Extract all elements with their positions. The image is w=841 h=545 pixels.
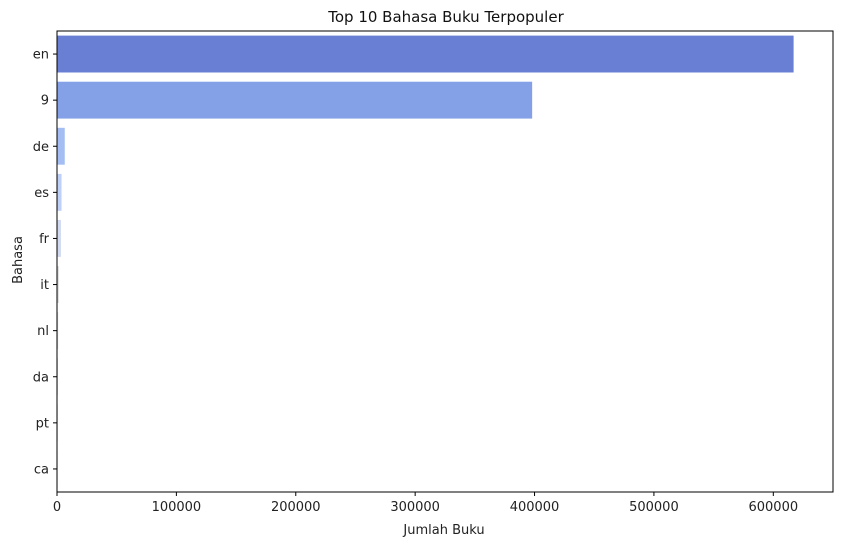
y-tick-label: en [33, 48, 49, 63]
y-tick-label: ca [34, 462, 49, 477]
bar-de [57, 127, 65, 165]
y-axis-title: Bahasa [11, 236, 26, 284]
x-tick-label: 600000 [748, 500, 798, 515]
bar-en [57, 35, 794, 73]
x-axis-title: Jumlah Buku [402, 523, 484, 538]
x-tick-label: 500000 [629, 500, 679, 515]
y-tick-label: es [34, 186, 49, 201]
bar-fr [57, 220, 61, 257]
x-tick-label: 200000 [271, 500, 321, 515]
bar-9 [57, 81, 533, 119]
x-tick-label: 300000 [390, 500, 440, 515]
bar-nl [57, 312, 59, 350]
bar-es [57, 173, 62, 211]
y-tick-label: 9 [41, 94, 49, 109]
plot-frame [56, 30, 834, 493]
x-tick-label: 100000 [152, 500, 202, 515]
y-tick-label: da [33, 370, 49, 385]
x-tick-label: 0 [53, 500, 61, 515]
y-tick-label: fr [39, 232, 50, 247]
y-tick-label: pt [36, 416, 49, 431]
y-tick-label: nl [37, 324, 49, 339]
bar-it [57, 266, 59, 303]
chart-title: Top 10 Bahasa Buku Terpopuler [327, 8, 564, 26]
plot-area: en 9 de es fr it nl da pt ca 0 100000 200000 300000 40… [33, 35, 798, 515]
y-tick-label: it [40, 278, 49, 293]
y-tick-label: de [33, 140, 49, 155]
x-tick-label: 400000 [510, 500, 560, 515]
